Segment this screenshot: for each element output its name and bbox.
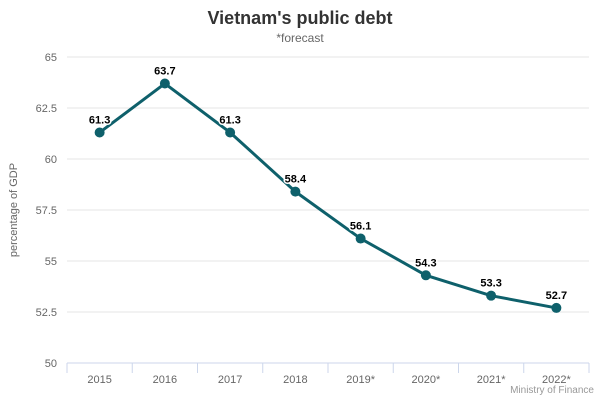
data-point-marker[interactable] [486,290,497,301]
x-axis-tick-label: 2016 [153,374,177,386]
data-point-marker[interactable] [551,302,562,313]
chart-subtitle: *forecast [276,31,324,45]
y-axis-tick-label: 57.5 [36,205,57,217]
data-point-label: 61.3 [89,114,110,126]
credits-label: Ministry of Finance [510,385,594,396]
data-point-marker[interactable] [290,186,301,197]
y-axis-title: percentage of GDP [8,162,20,258]
x-axis-tick-label: 2019* [346,374,375,386]
y-axis-tick-label: 65 [45,52,57,64]
x-axis-tick-label: 2020* [411,374,440,386]
y-axis-tick-label: 50 [45,358,57,370]
data-point-marker[interactable] [355,233,366,244]
data-point-marker[interactable] [94,127,105,138]
x-axis-tick-label: 2017 [218,374,242,386]
y-axis-tick-label: 60 [45,154,57,166]
y-axis-tick-label: 62.5 [36,103,57,115]
y-axis-tick-label: 55 [45,256,57,268]
data-point-marker[interactable] [420,270,431,281]
data-point-label: 61.3 [219,114,240,126]
data-point-label: 56.1 [350,221,371,233]
series-line [98,82,558,310]
data-point-label: 53.3 [480,278,501,290]
x-axis-tick-label: 2018 [283,374,307,386]
data-point-marker[interactable] [159,78,170,89]
data-point-label: 63.7 [154,66,175,78]
data-point-marker[interactable] [225,127,236,138]
x-axis-tick-label: 2022* [542,374,571,386]
data-point-label: 58.4 [285,174,307,186]
data-point-label: 52.7 [546,290,567,302]
y-axis-tick-label: 52.5 [36,307,57,319]
data-point-label: 54.3 [415,257,436,269]
x-axis-tick-label: 2021* [477,374,506,386]
x-axis-tick-label: 2015 [87,374,111,386]
chart-title: Vietnam's public debt [207,8,393,28]
